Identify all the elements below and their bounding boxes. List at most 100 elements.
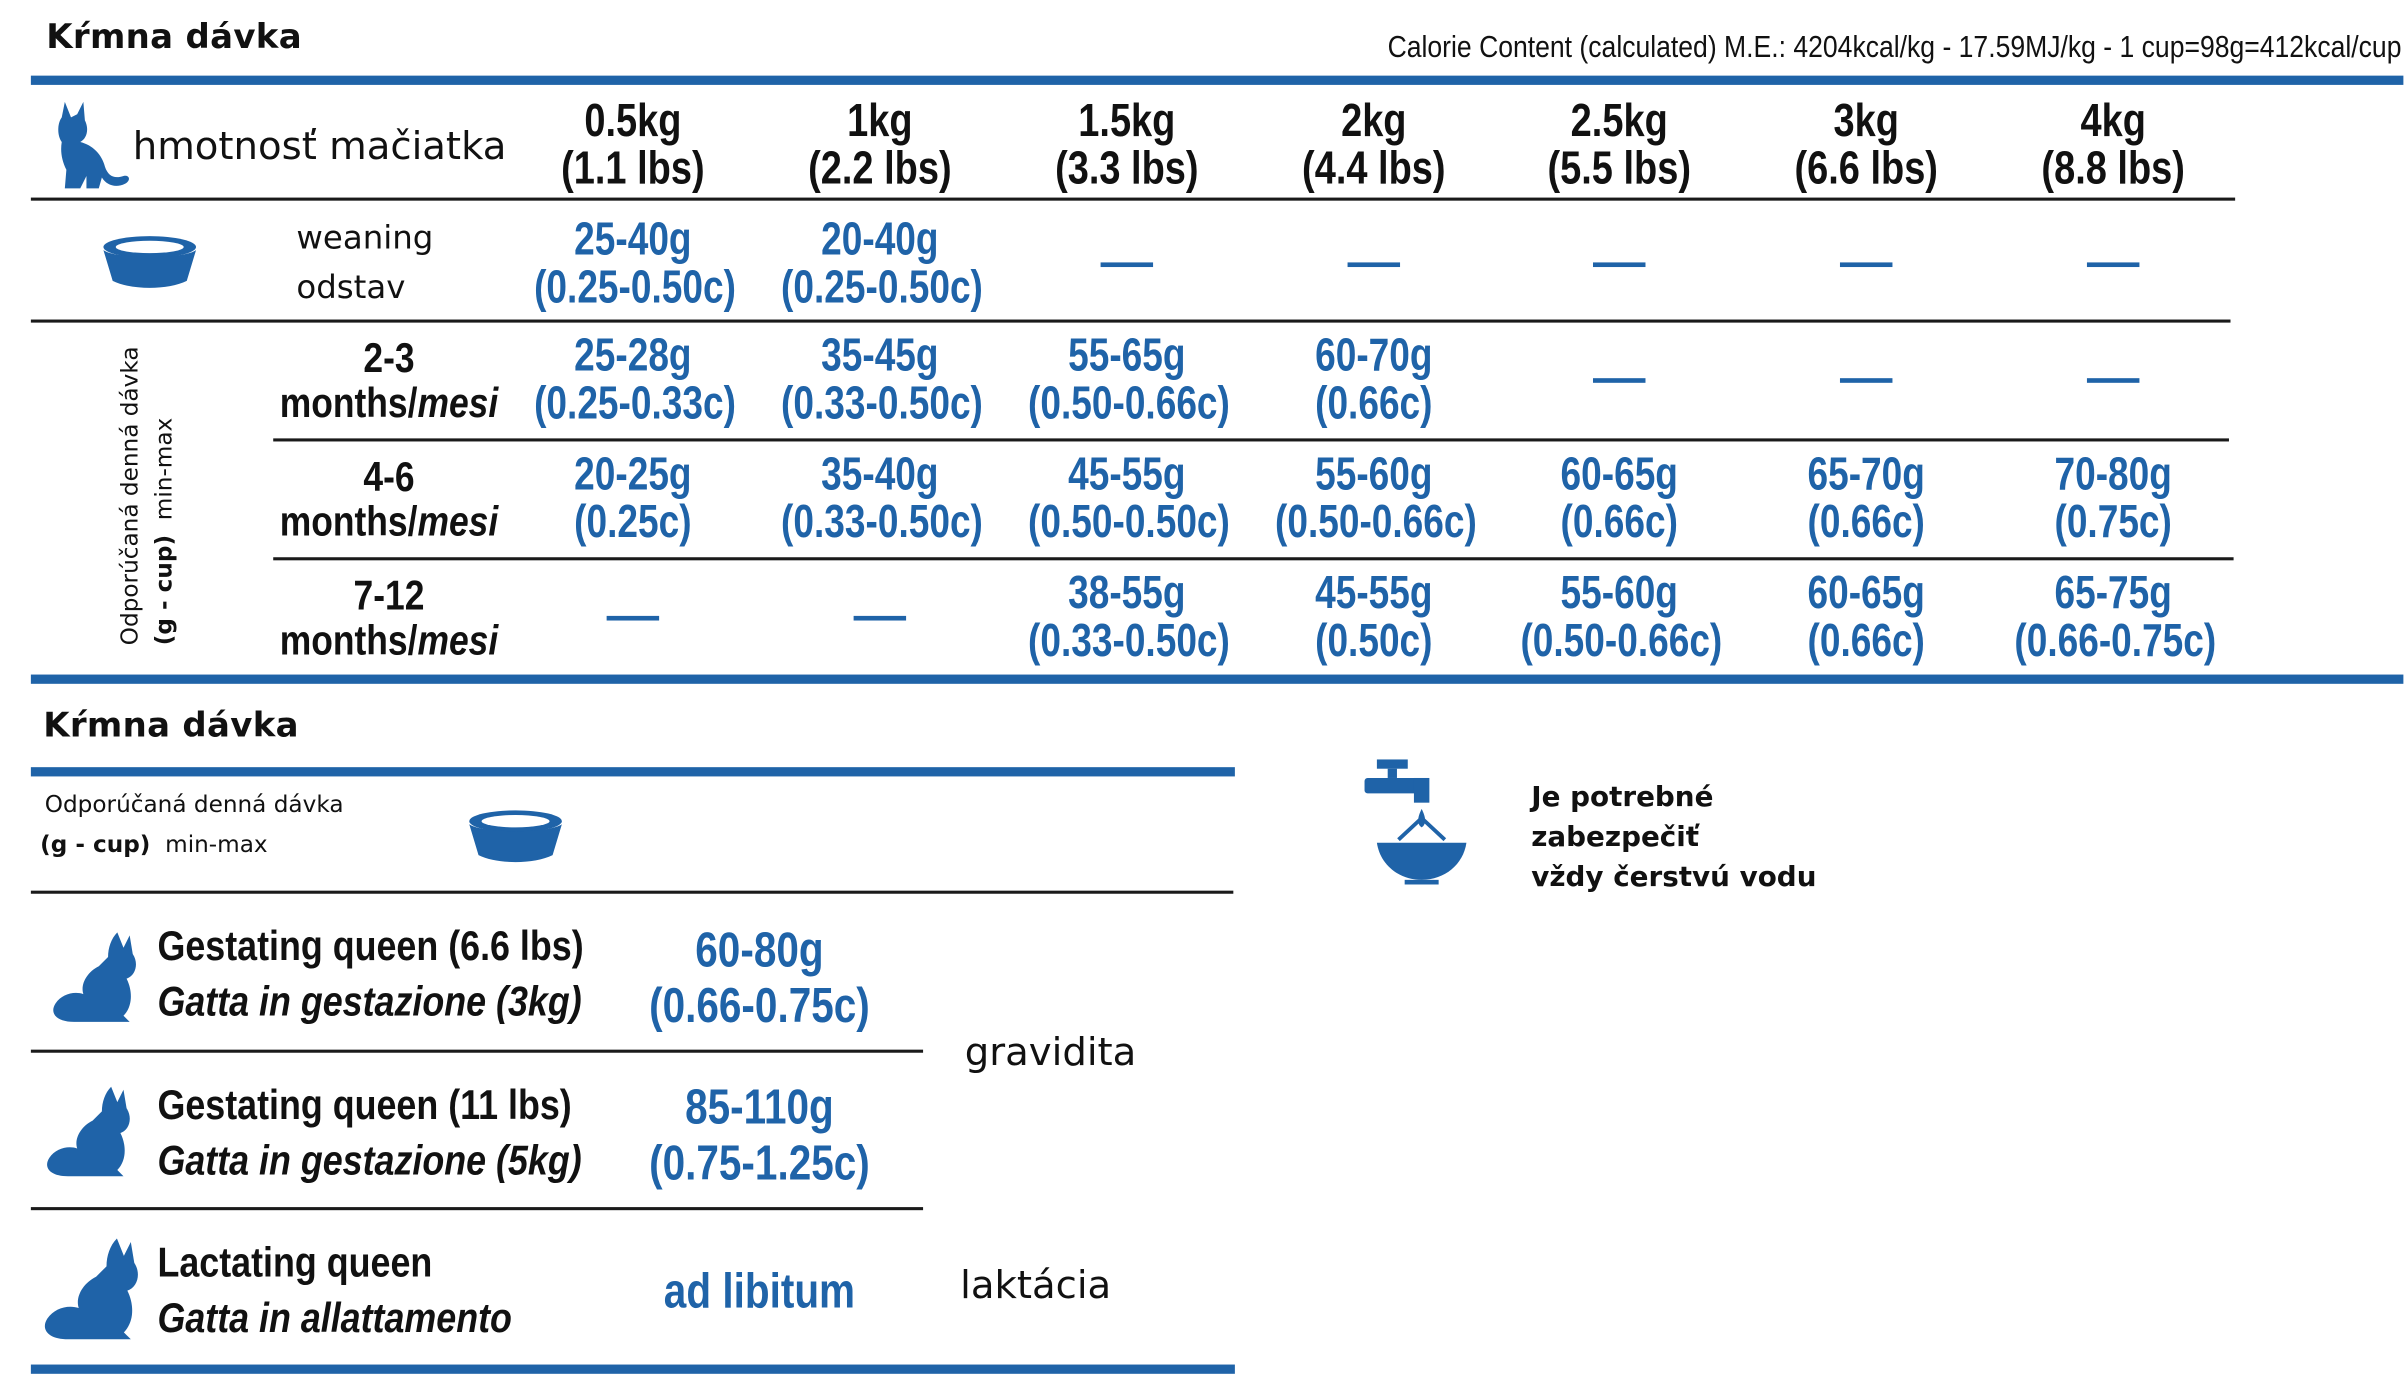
food-bowl-icon [103, 236, 197, 288]
weight-lbs: (5.5 lbs) [1547, 143, 1691, 195]
queen-row-1-name-it: Gatta in gestazione (3kg) [157, 974, 583, 1030]
weaning-label-en: weaning [296, 219, 434, 257]
weight-header-7: 4kg (8.8 lbs) [2018, 97, 2208, 193]
age-unit-it: mesi [417, 498, 499, 545]
queen-row-3-name-en: Lactating queen [157, 1239, 433, 1286]
queen-row-2-name-it-text: Gatta in gestazione (5kg) [157, 1137, 582, 1184]
amount-cups: (0.33-0.50c) [1028, 615, 1230, 667]
top-blue-rule [30, 75, 2404, 85]
amount-cups: (0.75c) [2054, 497, 2172, 548]
weight-header-5: 2.5kg (5.5 lbs) [1524, 97, 1714, 193]
queen-bottom-rule [30, 1364, 1235, 1374]
age-row-3-cell-5: 55-60g (0.50-0.66c) [1520, 568, 1722, 666]
amount-cups: (0.66-0.75c) [2014, 615, 2217, 667]
age-label-3: 7-12 months/mesi [271, 572, 507, 664]
age-row-1-empty-dash [1592, 378, 1646, 383]
daily-ration-side-label: Odporúčaná denná dávka (g - cup) min-max [113, 346, 181, 645]
queen-row-1-value: 60-80g (0.66-0.75c) [633, 922, 886, 1033]
amount-cups: (0.25-0.33c) [534, 378, 736, 430]
weight-header-6: 3kg (6.6 lbs) [1771, 97, 1961, 193]
side-label-range: min-max [149, 417, 178, 521]
age-unit: months/mesi [271, 617, 507, 664]
weight-kg: 4kg [2080, 95, 2146, 147]
age-row-3-cell-3: 38-55g (0.33-0.50c) [1028, 568, 1230, 667]
weight-lbs: (1.1 lbs) [561, 143, 705, 195]
age-unit-it: mesi [417, 617, 499, 664]
age-label-1: 2-3 months/mesi [271, 334, 507, 427]
age-row-2-cell-5: 60-65g (0.66c) [1520, 451, 1718, 547]
age-row-3-cell-6: 60-65g (0.66c) [1767, 570, 1965, 666]
queen-row-2-cups: (0.75-1.25c) [649, 1134, 870, 1191]
weight-lbs: (6.6 lbs) [1794, 143, 1938, 195]
age-row-1-cell-3: 55-65g (0.50-0.66c) [1028, 330, 1230, 428]
amount-grams: 60-65g [1807, 568, 1925, 619]
queen-row-2-name: Gestating queen (11 lbs) Gatta in gestaz… [157, 1077, 650, 1188]
queen-row-2-name-it: Gatta in gestazione (5kg) [157, 1133, 581, 1189]
weaning-cell-2: 20-40g (0.25-0.50c) [781, 216, 983, 314]
sitting-cat-icon [53, 932, 136, 1022]
queen-label-line2: (g - cup) min-max [40, 824, 343, 864]
amount-grams: 45-55g [1068, 449, 1186, 501]
queen-row-2-grams: 85-110g [685, 1078, 834, 1135]
header-rule [30, 197, 2236, 201]
weight-header-4: 2kg (4.4 lbs) [1279, 97, 1469, 193]
amount-grams: 25-28g [574, 330, 692, 382]
weaning-label: weaning odstav [296, 213, 433, 312]
side-label-line2: (g - cup) min-max [147, 346, 181, 645]
weight-lbs: (8.8 lbs) [2041, 143, 2185, 195]
weight-kg: 1kg [847, 95, 913, 147]
amount-cups: (0.66c) [1807, 615, 1925, 667]
age-row-1-cell-4: 60-70g (0.66c) [1275, 332, 1473, 428]
weight-lbs: (3.3 lbs) [1055, 143, 1199, 195]
age-range: 2-3 [363, 334, 415, 382]
amount-grams: 38-55g [1068, 568, 1186, 619]
queen-row-3-name-it: Gatta in allattamento [157, 1290, 512, 1346]
queen-top-rule [30, 767, 1235, 777]
weaning-rule [30, 319, 2231, 323]
sitting-cat-icon [44, 1238, 138, 1340]
amount-cups: (0.50c) [1315, 615, 1433, 667]
food-bowl-icon [469, 810, 562, 863]
amount-cups: (0.25-0.50c) [781, 262, 983, 314]
amount-grams: 70-80g [2054, 449, 2172, 501]
age-row-2-cell-1: 20-25g (0.25c) [534, 451, 732, 547]
queen-daily-ration-label: Odporúčaná denná dávka (g - cup) min-max [40, 784, 343, 864]
amount-grams: 55-65g [1068, 330, 1186, 382]
weaning-empty-dash [1592, 262, 1646, 268]
weight-header-1: 0.5kg (1.1 lbs) [538, 97, 728, 193]
age-row-2-cell-7: 70-80g (0.75c) [2014, 451, 2212, 547]
amount-grams: 20-25g [574, 449, 692, 501]
weight-kg: 2.5kg [1570, 95, 1668, 147]
age-range: 7-12 [353, 572, 425, 619]
age-unit-en: months/ [279, 379, 418, 427]
amount-grams: 65-75g [2054, 568, 2172, 619]
age-rule-1 [273, 438, 2229, 442]
amount-cups: (0.25-0.50c) [534, 262, 736, 314]
weight-kg: 1.5kg [1078, 95, 1176, 147]
age-rule-2 [273, 557, 2234, 561]
age-unit-en: months/ [279, 498, 418, 545]
side-label-unit: (g - cup) [149, 534, 178, 646]
side-label-line1: Odporúčaná denná dávka [115, 346, 144, 646]
age-row-2-cell-2: 35-40g (0.33-0.50c) [781, 449, 983, 547]
age-label-2: 4-6 months/mesi [271, 455, 507, 545]
amount-grams: 60-70g [1315, 330, 1433, 382]
age-row-1-cell-2: 35-45g (0.33-0.50c) [781, 332, 983, 428]
weight-lbs: (4.4 lbs) [1302, 143, 1446, 195]
weaning-empty-dash [1347, 262, 1401, 268]
amount-grams: 65-70g [1807, 449, 1925, 501]
amount-grams: 55-60g [1560, 568, 1678, 619]
weaning-empty-dash [1100, 262, 1154, 268]
queen-row-1-name: Gestating queen (6.6 lbs) Gatta in gesta… [157, 918, 653, 1029]
water-note-line2: zabezpečiť [1531, 821, 1700, 854]
age-row-1-empty-dash [2086, 378, 2140, 383]
age-row-2-cell-4: 55-60g (0.50-0.66c) [1275, 451, 1477, 547]
queen-label-line1: Odporúčaná denná dávka [44, 790, 344, 819]
amount-cups: (0.25c) [574, 497, 692, 548]
fresh-water-note: Je potrebné zabezpečiť vždy čerstvú vodu [1531, 778, 1816, 898]
weight-kg: 0.5kg [584, 95, 682, 147]
amount-grams: 35-40g [821, 449, 939, 501]
water-note-line1: Je potrebné [1531, 781, 1714, 814]
section-title: Kŕmna dávka [46, 18, 302, 58]
